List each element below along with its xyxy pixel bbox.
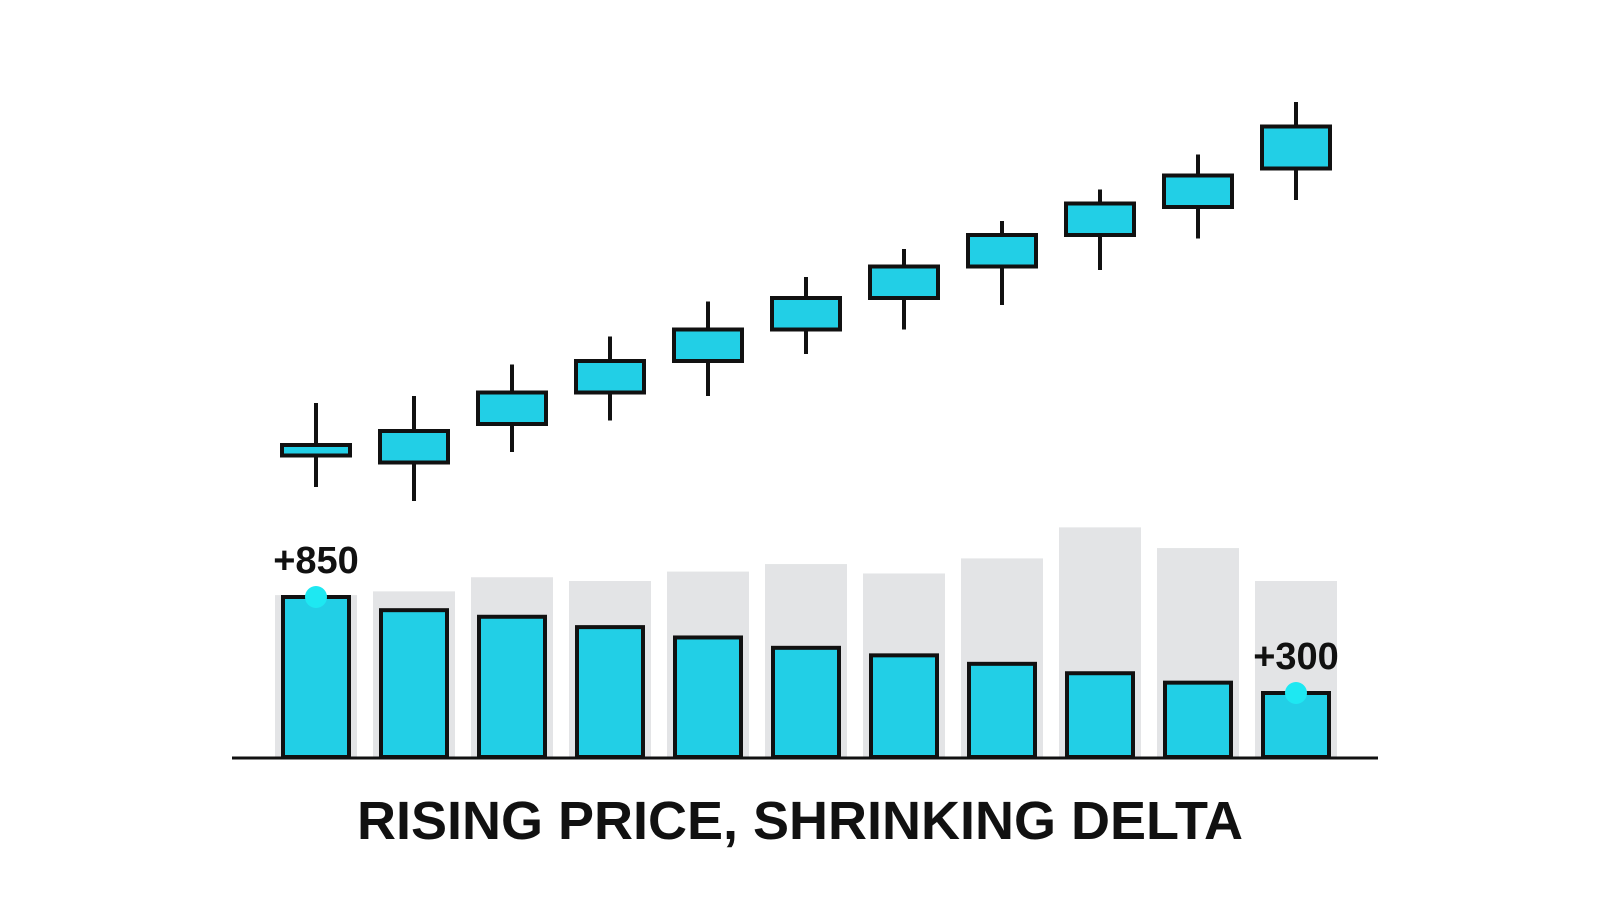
delta-bar bbox=[673, 635, 743, 759]
chart-title: RISING PRICE, SHRINKING DELTA bbox=[356, 791, 1244, 851]
delta-bar bbox=[967, 661, 1037, 760]
candle-body bbox=[280, 443, 352, 458]
delta-bars-group bbox=[281, 595, 1331, 760]
candle-body bbox=[378, 429, 450, 465]
candle-body bbox=[476, 390, 548, 426]
candle-body bbox=[1260, 124, 1332, 171]
annotation-label: +850 bbox=[273, 540, 359, 582]
delta-bar bbox=[1163, 680, 1233, 759]
candle-body bbox=[574, 359, 646, 395]
annotation-dot bbox=[1285, 682, 1307, 704]
delta-bar bbox=[869, 653, 939, 760]
delta-bar bbox=[477, 614, 547, 759]
delta-bar bbox=[379, 608, 449, 759]
delta-bar bbox=[771, 645, 841, 760]
candle-body bbox=[1162, 173, 1234, 209]
annotations-group: +850 +300 bbox=[273, 540, 1339, 704]
candle-body bbox=[966, 233, 1038, 269]
annotation-label: +300 bbox=[1253, 636, 1339, 678]
candle-body bbox=[672, 327, 744, 363]
delta-bar bbox=[1065, 671, 1135, 759]
delta-bar bbox=[575, 625, 645, 760]
candles-group bbox=[280, 102, 1332, 501]
candle-body bbox=[1064, 201, 1136, 237]
annotation-dot bbox=[305, 586, 327, 608]
delta-bar bbox=[281, 595, 351, 759]
candle-body bbox=[868, 264, 940, 300]
candle-body bbox=[770, 296, 842, 332]
